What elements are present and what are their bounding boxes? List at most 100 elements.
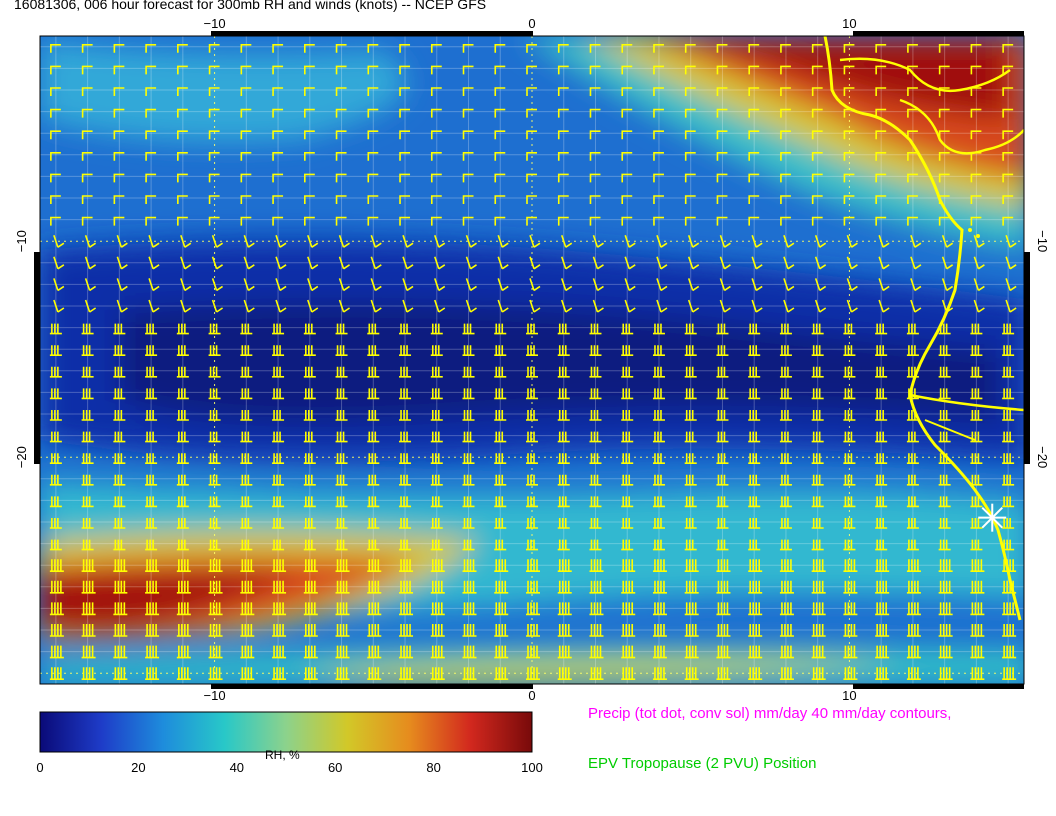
- wind-barb: [434, 234, 446, 248]
- wind-barb: [748, 366, 761, 378]
- wind-barb: [49, 580, 64, 594]
- wind-barb: [275, 278, 287, 292]
- wind-barb: [684, 431, 697, 443]
- wind-barb: [148, 299, 160, 313]
- wind-barb: [748, 108, 760, 118]
- wind-barb: [49, 474, 62, 486]
- wind-barb: [113, 518, 126, 529]
- wind-barb: [779, 410, 792, 421]
- wind-barb: [240, 410, 253, 421]
- wind-barb: [494, 410, 507, 421]
- wind-barb: [275, 234, 287, 248]
- wind-barb: [906, 602, 921, 616]
- wind-barb: [716, 602, 731, 616]
- wind-barb: [335, 410, 348, 421]
- wind-barb: [335, 130, 347, 140]
- wind-barb: [462, 410, 475, 421]
- wind-barb: [875, 410, 888, 421]
- position-marker: [978, 503, 1007, 532]
- wind-barb: [53, 256, 65, 270]
- wind-barb: [462, 216, 474, 226]
- wind-barb: [177, 108, 188, 118]
- wind-barb: [465, 256, 477, 270]
- wind-barb: [783, 278, 795, 292]
- wind-barb: [49, 366, 62, 378]
- wind-barb: [589, 539, 602, 551]
- wind-barb: [84, 234, 97, 248]
- wind-barb: [304, 152, 315, 161]
- wind-barb: [843, 65, 855, 75]
- wind-barb: [399, 87, 411, 96]
- wind-barb: [240, 580, 255, 594]
- wind-barb: [430, 366, 443, 378]
- wind-barb: [462, 65, 474, 75]
- wind-barb: [494, 645, 509, 659]
- wind-barb: [875, 559, 890, 572]
- wind-barb: [780, 65, 791, 75]
- wind-barb: [529, 299, 541, 313]
- wind-barb: [494, 216, 506, 226]
- wind-barb: [81, 410, 94, 421]
- wind-barb: [430, 559, 445, 572]
- wind-barb: [113, 44, 125, 53]
- wind-barb: [49, 323, 62, 335]
- wind-barb: [494, 559, 509, 572]
- wind-barb: [399, 173, 411, 183]
- wind-barb: [399, 366, 412, 378]
- wind-barb: [941, 256, 954, 270]
- wind-barb: [621, 624, 636, 637]
- wind-barb: [1002, 667, 1017, 680]
- wind-barb: [399, 539, 412, 551]
- wind-barb: [465, 299, 477, 313]
- wind-barb: [176, 518, 189, 529]
- wind-barb: [811, 602, 826, 616]
- wind-barb: [84, 256, 97, 270]
- wind-barb: [843, 152, 855, 161]
- wind-barb: [211, 278, 224, 292]
- wind-barb: [938, 453, 951, 464]
- wind-barb: [272, 410, 285, 421]
- wind-barb: [811, 624, 826, 637]
- wind-barb: [779, 474, 792, 486]
- wind-barb: [145, 602, 160, 616]
- wind-barb: [145, 152, 157, 161]
- wind-barb: [1002, 624, 1017, 637]
- wind-barb: [589, 345, 602, 356]
- wind-barb: [49, 345, 62, 356]
- wind-barb: [338, 278, 350, 292]
- wind-barb: [145, 130, 157, 140]
- wind-barb: [272, 667, 287, 680]
- wind-barb: [113, 474, 126, 486]
- wind-barb: [145, 518, 158, 529]
- wind-barb: [145, 474, 158, 486]
- wind-barb: [526, 474, 538, 486]
- wind-barb: [145, 173, 157, 183]
- wind-barb: [560, 299, 573, 313]
- wind-barb: [240, 345, 253, 356]
- wind-barb: [462, 87, 474, 96]
- wind-barb: [1002, 216, 1014, 226]
- wind-barb: [843, 388, 856, 400]
- wind-barb: [780, 108, 791, 118]
- wind-barb: [589, 108, 601, 118]
- wind-barb: [621, 667, 636, 680]
- wind-barb: [148, 256, 160, 270]
- wind-barb: [621, 474, 634, 486]
- wind-barb: [811, 87, 823, 96]
- wind-barb: [462, 431, 475, 443]
- wind-barb: [652, 345, 665, 356]
- wind-barb: [49, 431, 62, 443]
- wind-barb: [878, 278, 890, 292]
- wind-barb: [145, 87, 157, 96]
- wind-barb: [652, 366, 665, 378]
- wind-barb: [462, 173, 474, 183]
- wind-barb: [113, 216, 125, 226]
- wind-barb: [938, 345, 951, 356]
- wind-barb: [465, 234, 477, 248]
- wind-barb: [367, 624, 382, 637]
- wind-barb: [399, 474, 412, 486]
- wind-barb: [148, 234, 160, 248]
- wind-barb: [526, 87, 537, 96]
- wind-barb: [938, 539, 951, 551]
- wind-barb: [970, 44, 982, 53]
